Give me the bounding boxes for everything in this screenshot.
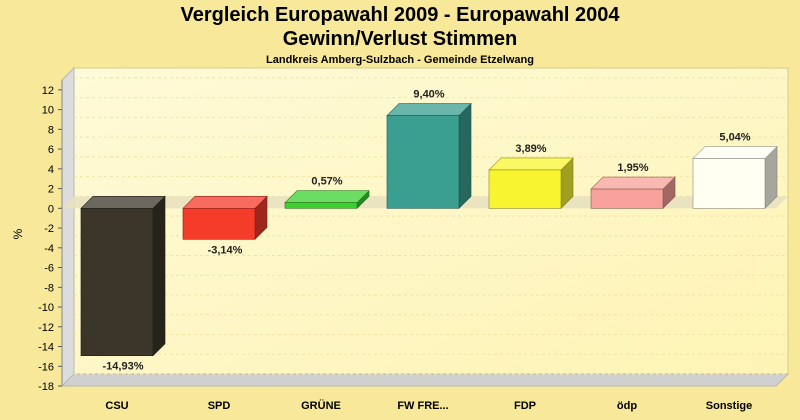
bar-7: [692, 145, 778, 210]
bar-1: [80, 195, 166, 357]
bar-value-label: 5,04%: [719, 132, 750, 144]
x-tick-label: GRÜNE: [301, 399, 341, 412]
bar-value-label: 0,57%: [311, 176, 342, 188]
bar-value-label: -14,93%: [103, 361, 144, 373]
bar-front: [386, 115, 460, 209]
y-tick-label: -16: [38, 361, 54, 373]
x-tick-label: FDP: [514, 400, 536, 412]
bar-value-label: 1,95%: [617, 162, 648, 174]
bar-value-label: 9,40%: [413, 89, 444, 101]
bar-4: [386, 102, 472, 210]
bar-3: [284, 189, 370, 210]
bar-top: [590, 176, 676, 190]
bar-front: [692, 158, 766, 209]
y-tick-label: 2: [48, 184, 54, 196]
bar-top: [386, 103, 472, 116]
bar-top: [284, 190, 370, 203]
y-tick-label: 10: [42, 105, 54, 117]
chart-subtitle: Gewinn/Verlust Stimmen: [282, 28, 518, 50]
plot-left-wall: [61, 66, 75, 388]
y-tick-label: -18: [38, 381, 54, 393]
bar-front: [488, 169, 562, 209]
x-tick-label: FW FRE...: [397, 400, 448, 412]
y-tick-label: -10: [38, 302, 54, 314]
y-tick-label: -6: [44, 263, 54, 275]
y-tick-label: 12: [42, 85, 54, 97]
x-tick-label: SPD: [208, 400, 231, 412]
bar-6: [590, 176, 676, 210]
x-tick-label: CSU: [105, 400, 128, 412]
chart-title: Vergleich Europawahl 2009 - Europawahl 2…: [180, 4, 620, 26]
plot-floor: [60, 373, 790, 387]
y-tick-label: 6: [48, 144, 54, 156]
bar-5: [488, 157, 574, 210]
y-tick-label: 8: [48, 124, 54, 136]
chart-caption: Landkreis Amberg-Sulzbach - Gemeinde Etz…: [266, 54, 534, 66]
bar-front: [182, 208, 256, 240]
bar-top: [182, 196, 268, 209]
y-tick-label: -4: [44, 243, 54, 255]
bar-top: [488, 157, 574, 171]
bar-front: [284, 202, 358, 209]
bar-front: [590, 188, 664, 209]
y-tick-label: 4: [48, 164, 54, 176]
bar-front: [80, 208, 154, 356]
bar-top: [80, 196, 166, 209]
bar-value-label: -3,14%: [208, 244, 243, 256]
bar-top: [692, 146, 778, 159]
y-tick-label: -12: [38, 322, 54, 334]
bar-side: [152, 195, 166, 357]
y-tick-label: -14: [38, 342, 54, 354]
bar-side: [458, 102, 472, 210]
bar-2: [182, 195, 268, 241]
y-tick-label: 0: [48, 203, 54, 215]
x-tick-label: Sonstige: [706, 400, 752, 412]
bar-value-label: 3,89%: [515, 143, 546, 155]
y-axis-label: %: [11, 228, 25, 239]
x-tick-label: ödp: [617, 400, 637, 412]
y-tick-label: -8: [44, 282, 54, 294]
y-tick-label: -2: [44, 223, 54, 235]
